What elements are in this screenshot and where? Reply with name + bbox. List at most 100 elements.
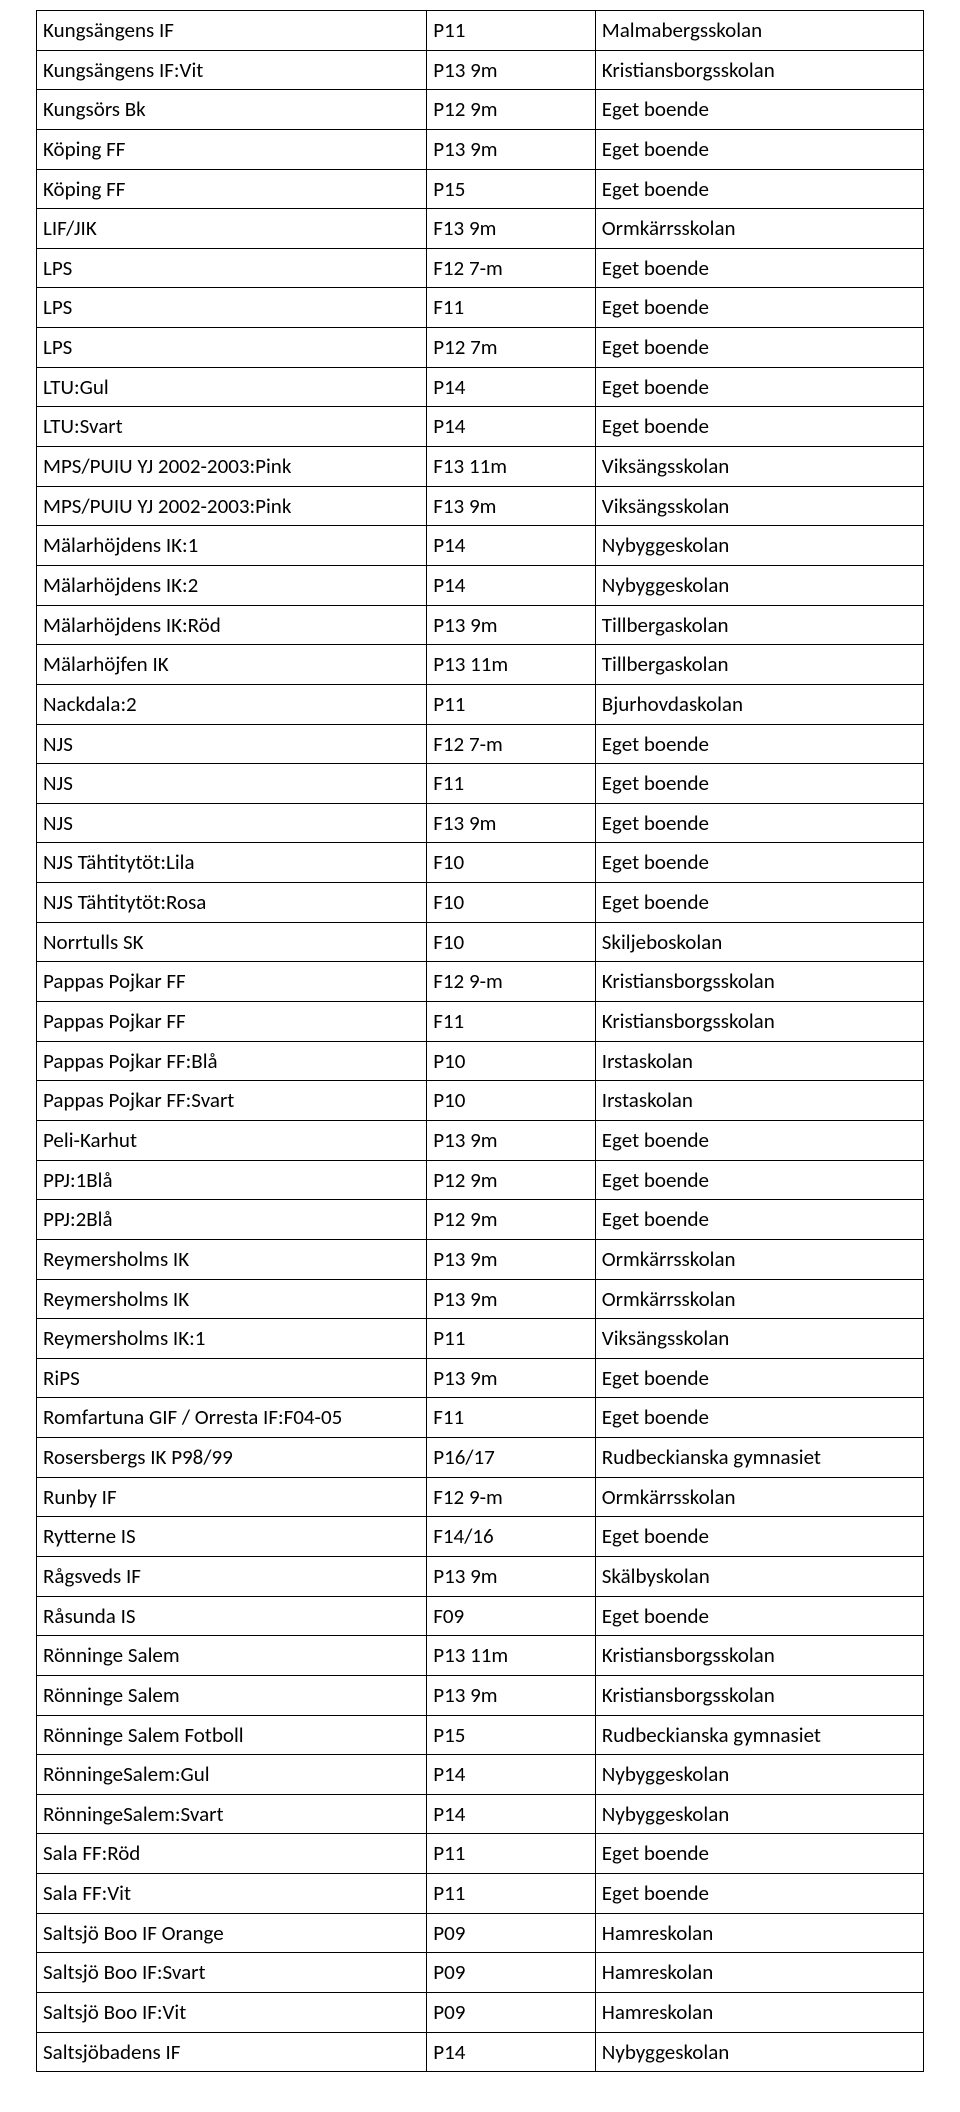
table-cell: Eget boende	[595, 129, 923, 169]
table-cell: Råsunda IS	[37, 1596, 427, 1636]
table-cell: Pappas Pojkar FF	[37, 1002, 427, 1042]
table-cell: Eget boende	[595, 1200, 923, 1240]
table-cell: Eget boende	[595, 288, 923, 328]
table-cell: P14	[427, 1755, 596, 1795]
table-cell: Irstaskolan	[595, 1081, 923, 1121]
table-cell: Eget boende	[595, 169, 923, 209]
table-cell: P12 9m	[427, 90, 596, 130]
table-cell: F11	[427, 764, 596, 804]
table-cell: Hamreskolan	[595, 1993, 923, 2033]
table-row: LTU:SvartP14Eget boende	[37, 407, 924, 447]
table-row: Runby IF F12 9-mOrmkärrsskolan	[37, 1477, 924, 1517]
table-row: Reymersholms IKP13 9mOrmkärrsskolan	[37, 1239, 924, 1279]
table-row: Saltsjö Boo IF:VitP09Hamreskolan	[37, 1993, 924, 2033]
table-cell: P14	[427, 565, 596, 605]
table-cell: Eget boende	[595, 803, 923, 843]
table-row: Rosersbergs IK P98/99P16/17Rudbeckianska…	[37, 1438, 924, 1478]
table-row: NJS F12 7-mEget boende	[37, 724, 924, 764]
table-row: LPSP12 7mEget boende	[37, 328, 924, 368]
table-cell: Rudbeckianska gymnasiet	[595, 1715, 923, 1755]
table-row: Mälarhöjfen IKP13 11mTillbergaskolan	[37, 645, 924, 685]
table-row: NJS Tähtitytöt:LilaF10Eget boende	[37, 843, 924, 883]
table-cell: F11	[427, 1398, 596, 1438]
table-row: Saltsjöbadens IFP14Nybyggeskolan	[37, 2032, 924, 2072]
table-cell: P12 9m	[427, 1200, 596, 1240]
table-cell: Eget boende	[595, 1358, 923, 1398]
table-row: Reymersholms IKP13 9mOrmkärrsskolan	[37, 1279, 924, 1319]
table-cell: Hamreskolan	[595, 1953, 923, 1993]
table-cell: NJS	[37, 803, 427, 843]
table-row: RiPSP13 9mEget boende	[37, 1358, 924, 1398]
table-row: Romfartuna GIF / Orresta IF:F04-05F11Ege…	[37, 1398, 924, 1438]
table-cell: Ormkärrsskolan	[595, 209, 923, 249]
table-cell: P13 9m	[427, 1279, 596, 1319]
table-cell: Köping FF	[37, 169, 427, 209]
table-cell: P14	[427, 367, 596, 407]
table-cell: Norrtulls SK	[37, 922, 427, 962]
table-cell: Nybyggeskolan	[595, 1794, 923, 1834]
table-cell: P13 9m	[427, 1239, 596, 1279]
table-cell: F12 9-m	[427, 1477, 596, 1517]
table-cell: Viksängsskolan	[595, 447, 923, 487]
table-cell: RiPS	[37, 1358, 427, 1398]
table-row: Köping FFP13 9mEget boende	[37, 129, 924, 169]
table-cell: Viksängsskolan	[595, 486, 923, 526]
table-cell: P11	[427, 684, 596, 724]
table-row: NJSF13 9mEget boende	[37, 803, 924, 843]
table-cell: Sala FF:Vit	[37, 1874, 427, 1914]
table-cell: Rönninge Salem	[37, 1675, 427, 1715]
table-row: Peli-KarhutP13 9mEget boende	[37, 1120, 924, 1160]
table-cell: Pappas Pojkar FF	[37, 962, 427, 1002]
table-row: Kungsängens IF:VitP13 9mKristiansborgssk…	[37, 50, 924, 90]
table-cell: Nybyggeskolan	[595, 565, 923, 605]
table-cell: LTU:Svart	[37, 407, 427, 447]
table-cell: P11	[427, 1874, 596, 1914]
table-cell: Eget boende	[595, 724, 923, 764]
table-cell: Rönninge Salem Fotboll	[37, 1715, 427, 1755]
table-cell: Eget boende	[595, 764, 923, 804]
table-cell: Kungsängens IF	[37, 11, 427, 51]
table-cell: P10	[427, 1041, 596, 1081]
table-cell: NJS Tähtitytöt:Rosa	[37, 883, 427, 923]
table-row: Kungsörs BkP12 9mEget boende	[37, 90, 924, 130]
table-cell: LPS	[37, 288, 427, 328]
team-table: Kungsängens IFP11MalmabergsskolanKungsän…	[36, 10, 924, 2072]
table-row: Kungsängens IFP11Malmabergsskolan	[37, 11, 924, 51]
table-row: Mälarhöjdens IK:1P14Nybyggeskolan	[37, 526, 924, 566]
table-cell: Malmabergsskolan	[595, 11, 923, 51]
table-row: Norrtulls SKF10Skiljeboskolan	[37, 922, 924, 962]
table-row: Pappas Pojkar FF F12 9-mKristiansborgssk…	[37, 962, 924, 1002]
table-cell: P14	[427, 2032, 596, 2072]
table-cell: LPS	[37, 328, 427, 368]
table-cell: Kristiansborgsskolan	[595, 962, 923, 1002]
table-cell: PPJ:1Blå	[37, 1160, 427, 1200]
table-cell: Hamreskolan	[595, 1913, 923, 1953]
table-cell: PPJ:2Blå	[37, 1200, 427, 1240]
table-row: Rönninge Salem FotbollP15Rudbeckianska g…	[37, 1715, 924, 1755]
table-cell: Reymersholms IK:1	[37, 1319, 427, 1359]
table-cell: F10	[427, 922, 596, 962]
table-cell: Eget boende	[595, 248, 923, 288]
table-cell: Rågsveds IF	[37, 1556, 427, 1596]
table-cell: NJS	[37, 764, 427, 804]
table-cell: Eget boende	[595, 367, 923, 407]
table-cell: P11	[427, 1834, 596, 1874]
table-cell: Skiljeboskolan	[595, 922, 923, 962]
table-cell: P14	[427, 407, 596, 447]
table-cell: RönningeSalem:Svart	[37, 1794, 427, 1834]
table-cell: NJS Tähtitytöt:Lila	[37, 843, 427, 883]
table-cell: Saltsjö Boo IF:Svart	[37, 1953, 427, 1993]
table-cell: P13 11m	[427, 645, 596, 685]
table-cell: F13 11m	[427, 447, 596, 487]
table-cell: Ormkärrsskolan	[595, 1279, 923, 1319]
document-page: Kungsängens IFP11MalmabergsskolanKungsän…	[0, 0, 960, 2112]
table-cell: Eget boende	[595, 883, 923, 923]
table-cell: Mälarhöjfen IK	[37, 645, 427, 685]
table-cell: Eget boende	[595, 1517, 923, 1557]
table-cell: Saltsjö Boo IF:Vit	[37, 1993, 427, 2033]
table-row: RönningeSalem:SvartP14Nybyggeskolan	[37, 1794, 924, 1834]
table-cell: Viksängsskolan	[595, 1319, 923, 1359]
team-table-body: Kungsängens IFP11MalmabergsskolanKungsän…	[37, 11, 924, 2072]
table-row: Mälarhöjdens IK:2P14Nybyggeskolan	[37, 565, 924, 605]
table-row: LPS F12 7-mEget boende	[37, 248, 924, 288]
